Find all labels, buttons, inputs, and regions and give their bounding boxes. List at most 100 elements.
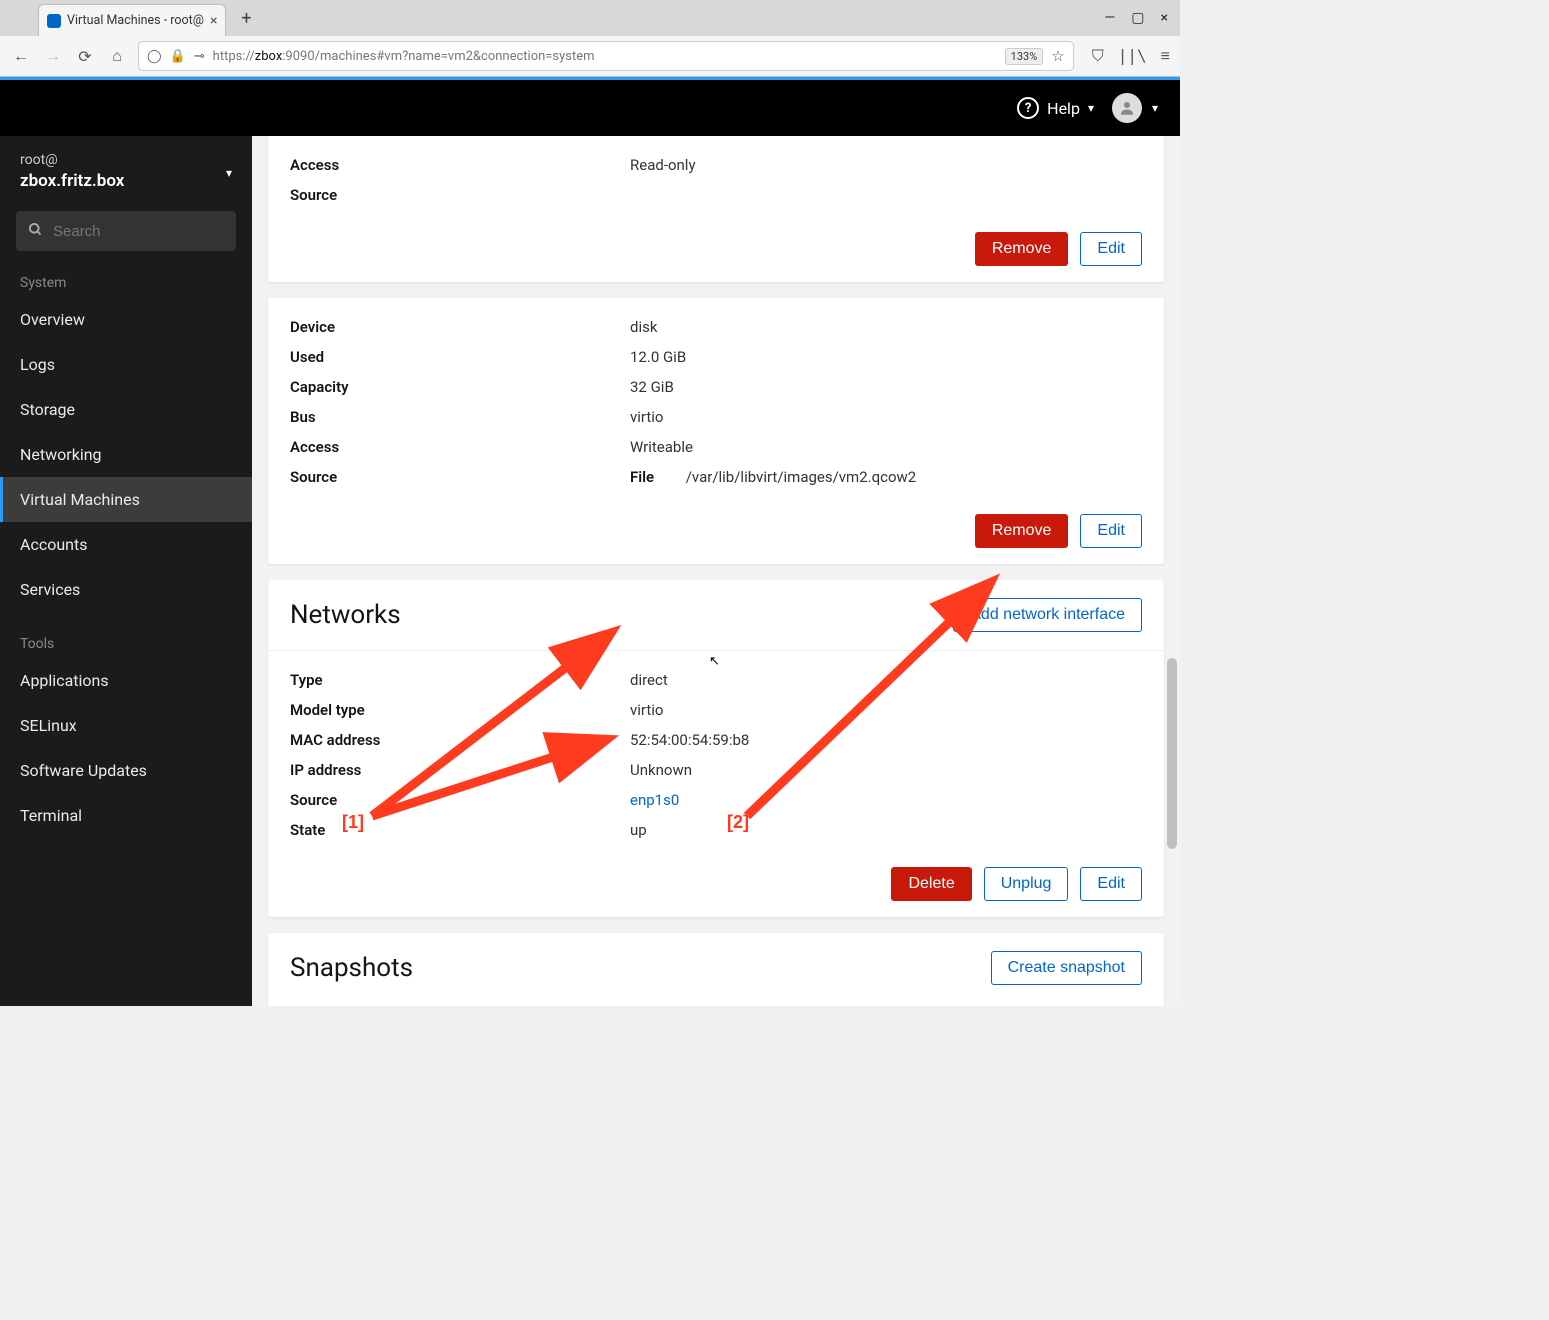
sidebar-item-storage[interactable]: Storage [0,387,252,432]
kv-key: Access [290,438,630,456]
app-body: root@ zbox.fritz.box ▾ System OverviewLo… [0,136,1180,1006]
kv-key: Source [290,791,630,809]
bookmark-star-icon[interactable]: ☆ [1051,47,1064,65]
disk-card-1: AccessRead-only Source Remove Edit [268,136,1164,282]
kv-key: Source [290,186,630,204]
kv-key: Used [290,348,630,366]
main-content: AccessRead-only Source Remove Edit Devic… [252,136,1180,1006]
url-host: zbox [255,49,282,64]
create-snapshot-button[interactable]: Create snapshot [991,951,1142,985]
kv-key: Bus [290,408,630,426]
reload-icon[interactable]: ⟳ [74,47,96,66]
kv-value: disk [630,318,657,336]
sidebar-item-logs[interactable]: Logs [0,342,252,387]
kv-key: Capacity [290,378,630,396]
search-box[interactable] [16,211,236,251]
help-label: Help [1047,99,1080,118]
sidebar-item-virtual-machines[interactable]: Virtual Machines [0,477,252,522]
kv-value: direct [630,671,668,689]
favicon-icon [47,14,61,28]
kv-key: Model type [290,701,630,719]
forward-icon[interactable]: → [42,46,64,66]
kv-key: MAC address [290,731,630,749]
kv-value: 12.0 GiB [630,348,686,366]
networks-card: Networks Add network interface Typedirec… [268,580,1164,917]
back-icon[interactable]: ← [10,46,32,66]
snapshots-card: Snapshots Create snapshot No snapshots d… [268,933,1164,1006]
sidebar-item-services[interactable]: Services [0,567,252,612]
sidebar-item-selinux[interactable]: SELinux [0,703,252,748]
sidebar-item-overview[interactable]: Overview [0,297,252,342]
home-icon[interactable]: ⌂ [106,46,128,66]
key-icon[interactable]: ⊸ [194,49,205,64]
nav-bar: ← → ⟳ ⌂ ◯ 🔒 ⊸ https://zbox:9090/machines… [0,36,1180,76]
search-input[interactable] [53,223,224,240]
kv-key: Device [290,318,630,336]
close-tab-icon[interactable]: × [210,13,217,29]
unplug-button[interactable]: Unplug [984,867,1069,901]
disk-card-2: Devicedisk Used12.0 GiB Capacity32 GiB B… [268,298,1164,564]
section-title: Networks [290,600,401,630]
remove-button[interactable]: Remove [975,232,1069,266]
help-icon: ? [1017,97,1039,119]
library-icon[interactable]: ||\ [1118,46,1147,66]
browser-chrome: Virtual Machines - root@ × + — ▢ × ← → ⟳… [0,0,1180,77]
source-link[interactable]: enp1s0 [630,791,679,809]
lock-icon[interactable]: 🔒 [170,49,186,64]
kv-key: IP address [290,761,630,779]
minimize-icon[interactable]: — [1104,10,1115,26]
sidebar-host: zbox.fritz.box [20,171,124,191]
url-rest: :9090/machines#vm?name=vm2&connection=sy… [282,49,594,64]
new-tab-button[interactable]: + [232,4,260,32]
remove-button[interactable]: Remove [975,514,1069,548]
sidebar-item-accounts[interactable]: Accounts [0,522,252,567]
kv-value: File /var/lib/libvirt/images/vm2.qcow2 [630,468,916,486]
edit-button[interactable]: Edit [1080,232,1142,266]
shield-icon[interactable]: ◯ [147,49,162,64]
menu-icon[interactable]: ≡ [1161,46,1170,66]
nav-section-tools: Tools [0,626,252,658]
close-window-icon[interactable]: × [1161,10,1168,26]
nav-section-system: System [0,265,252,297]
sidebar-item-applications[interactable]: Applications [0,658,252,703]
kv-value: virtio [630,408,663,426]
host-selector[interactable]: root@ zbox.fritz.box ▾ [0,136,252,203]
user-menu[interactable]: ▾ [1112,93,1158,123]
edit-button[interactable]: Edit [1080,514,1142,548]
toolbar-right: ⛉ ||\ ≡ [1084,46,1170,66]
maximize-icon[interactable]: ▢ [1131,10,1144,26]
sidebar-item-networking[interactable]: Networking [0,432,252,477]
kv-key: Type [290,671,630,689]
search-icon [28,222,43,241]
chevron-down-icon: ▾ [226,166,232,180]
kv-value: virtio [630,701,663,719]
help-menu[interactable]: ? Help ▾ [1017,97,1094,119]
chevron-down-icon: ▾ [1152,101,1158,115]
kv-key: Access [290,156,630,174]
kv-value: Read-only [630,156,696,174]
tab-title: Virtual Machines - root@ [67,13,204,28]
section-title: Snapshots [290,953,413,983]
avatar-icon [1112,93,1142,123]
url-prefix: https:// [213,49,255,64]
kv-value: Writeable [630,438,693,456]
browser-tab[interactable]: Virtual Machines - root@ × [38,4,226,36]
cursor-icon: ↖ [709,654,720,669]
source-type-label: File [630,468,682,486]
sidebar-item-terminal[interactable]: Terminal [0,793,252,838]
kv-key: State [290,821,630,839]
sidebar-user: root@ [20,152,124,168]
add-network-interface-button[interactable]: Add network interface [953,598,1142,632]
kv-value: Unknown [630,761,692,779]
annotation-label-2: [2] [727,812,749,833]
zoom-badge[interactable]: 133% [1005,48,1044,65]
tab-bar: Virtual Machines - root@ × + — ▢ × [0,0,1180,36]
source-path: /var/lib/libvirt/images/vm2.qcow2 [686,468,917,486]
scrollbar-thumb[interactable] [1167,658,1177,849]
url-bar[interactable]: ◯ 🔒 ⊸ https://zbox:9090/machines#vm?name… [138,41,1074,71]
sidebar-item-software-updates[interactable]: Software Updates [0,748,252,793]
pocket-icon[interactable]: ⛉ [1092,46,1104,66]
edit-button[interactable]: Edit [1080,867,1142,901]
scrollbar[interactable] [1166,136,1178,1006]
delete-button[interactable]: Delete [891,867,971,901]
